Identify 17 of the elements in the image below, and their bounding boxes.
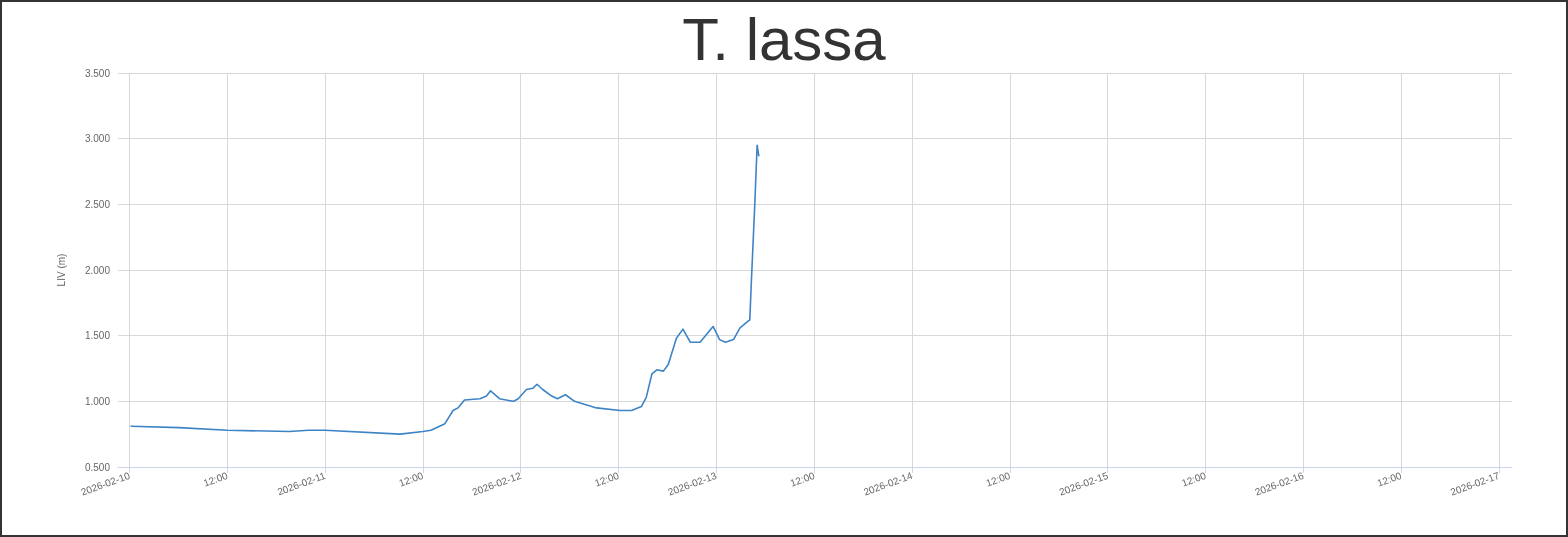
y-tick-label: 2.500	[84, 198, 111, 210]
y-tick-label: 0.500	[84, 461, 111, 473]
y-axis-title: LIV (m)	[55, 253, 67, 287]
y-tick-label: 2.000	[84, 264, 111, 276]
x-tick-label: 12:00	[1180, 469, 1208, 489]
x-tick-label: 12:00	[1375, 469, 1404, 489]
x-tick-label: 12:00	[397, 469, 426, 489]
x-tick-label: 12:00	[984, 469, 1013, 489]
x-tick-label: 12:00	[788, 469, 817, 489]
y-tick-label: 3.000	[84, 133, 111, 145]
x-tick-label: 12:00	[593, 469, 621, 489]
line-series	[130, 144, 760, 435]
chart-title: T. lassa	[682, 5, 887, 73]
y-tick-label: 1.000	[84, 395, 111, 407]
y-tick-label: 3.500	[84, 67, 111, 79]
y-tick-label: 1.500	[84, 330, 111, 342]
x-tick-label: 12:00	[201, 469, 230, 489]
